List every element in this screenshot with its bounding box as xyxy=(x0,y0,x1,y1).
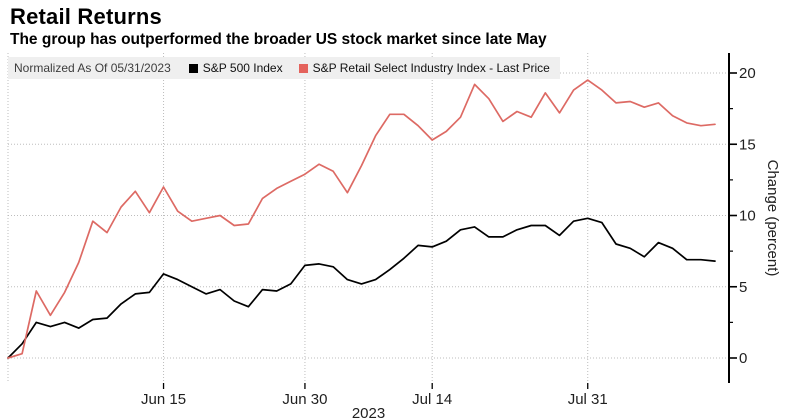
legend-items: S&P 500 Index S&P Retail Select Industry … xyxy=(188,61,550,75)
legend-swatch-icon xyxy=(298,63,308,73)
legend-item: S&P Retail Select Industry Index - Last … xyxy=(298,61,550,75)
x-axis-year-label: 2023 xyxy=(352,405,385,420)
legend-item-label: S&P Retail Select Industry Index - Last … xyxy=(312,61,550,75)
chart-subtitle: The group has outperformed the broader U… xyxy=(10,31,547,48)
legend-item-label: S&P 500 Index xyxy=(202,61,283,75)
legend-item: S&P 500 Index xyxy=(188,61,283,75)
x-tick-label: Jun 30 xyxy=(282,391,327,408)
y-tick-label: 15 xyxy=(739,136,756,153)
x-tick-label: Jul 31 xyxy=(568,391,608,408)
y-tick-label: 0 xyxy=(739,350,747,367)
chart-legend: Normalized As Of 05/31/2023 S&P 500 Inde… xyxy=(8,57,560,79)
series-line-retail xyxy=(7,79,716,359)
series-line-sp500 xyxy=(7,217,716,359)
x-tick-label: Jun 15 xyxy=(141,391,186,408)
y-tick-label: 20 xyxy=(739,65,756,82)
y-axis-title: Change (percent) xyxy=(764,160,781,277)
x-tick-label: Jul 14 xyxy=(412,391,452,408)
page-title: Retail Returns xyxy=(10,4,162,29)
y-tick-label: 10 xyxy=(739,208,756,225)
y-tick-label: 5 xyxy=(739,279,747,296)
legend-note: Normalized As Of 05/31/2023 xyxy=(14,61,171,75)
legend-swatch-icon xyxy=(188,63,198,73)
